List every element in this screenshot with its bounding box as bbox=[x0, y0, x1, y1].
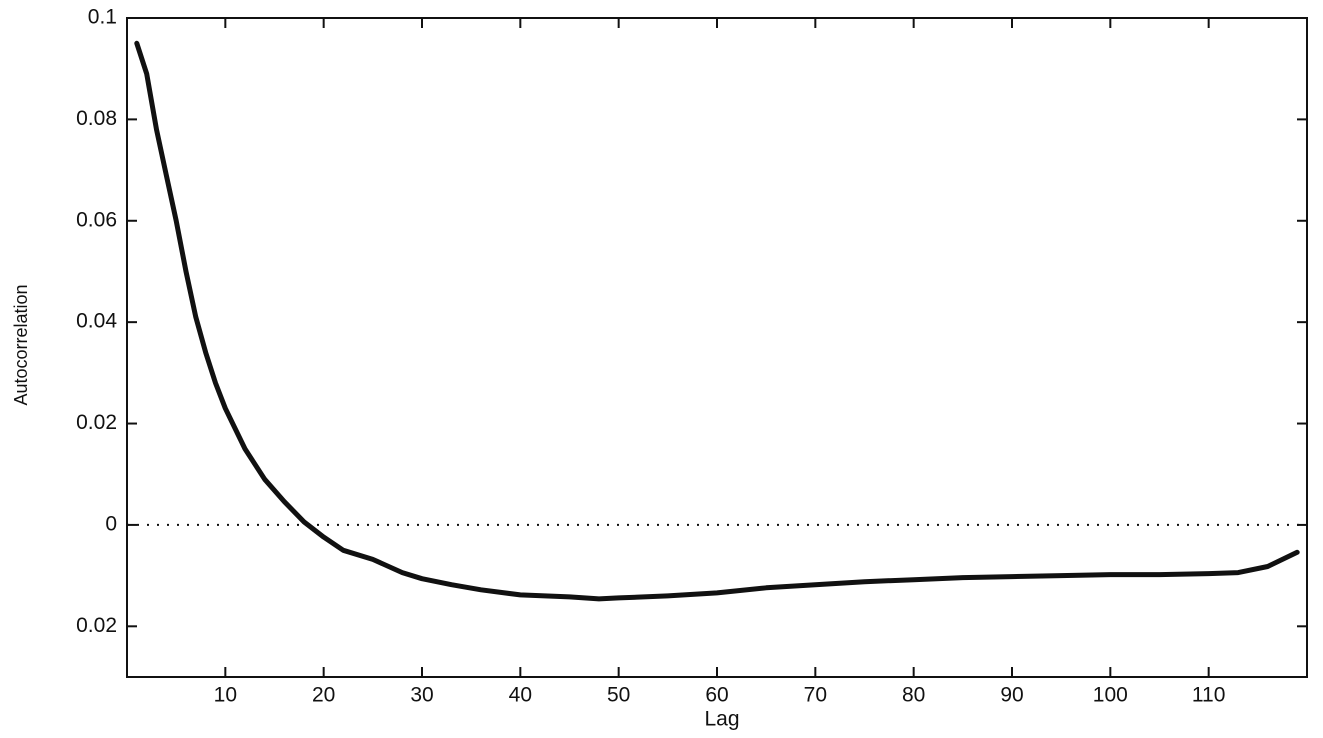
x-tick-label: 40 bbox=[509, 684, 532, 707]
x-tick-label: 90 bbox=[1000, 684, 1023, 707]
x-tick-label: 60 bbox=[705, 684, 728, 707]
x-tick-label: 30 bbox=[410, 684, 433, 707]
x-tick-label: 100 bbox=[1093, 684, 1128, 707]
plot-frame bbox=[126, 17, 1308, 678]
y-tick-label: 0.02 bbox=[76, 614, 117, 637]
x-tick-label: 20 bbox=[312, 684, 335, 707]
data-line bbox=[134, 40, 1300, 602]
y-tick-label: 0.04 bbox=[76, 310, 117, 333]
x-axis-label: Lag bbox=[704, 708, 739, 731]
x-tick-label: 80 bbox=[902, 684, 925, 707]
y-tick-label: 0.1 bbox=[88, 6, 117, 29]
x-tick-label: 50 bbox=[607, 684, 630, 707]
x-tick-label: 10 bbox=[214, 684, 237, 707]
y-tick-label: 0 bbox=[105, 512, 117, 535]
x-tick-label: 110 bbox=[1192, 684, 1225, 707]
y-tick-label: 0.08 bbox=[76, 107, 117, 130]
y-axis-label: Autocorrelation bbox=[11, 284, 31, 405]
y-tick-label: 0.02 bbox=[76, 411, 117, 434]
x-tick-label: 70 bbox=[804, 684, 827, 707]
y-tick-label: 0.06 bbox=[76, 208, 117, 231]
